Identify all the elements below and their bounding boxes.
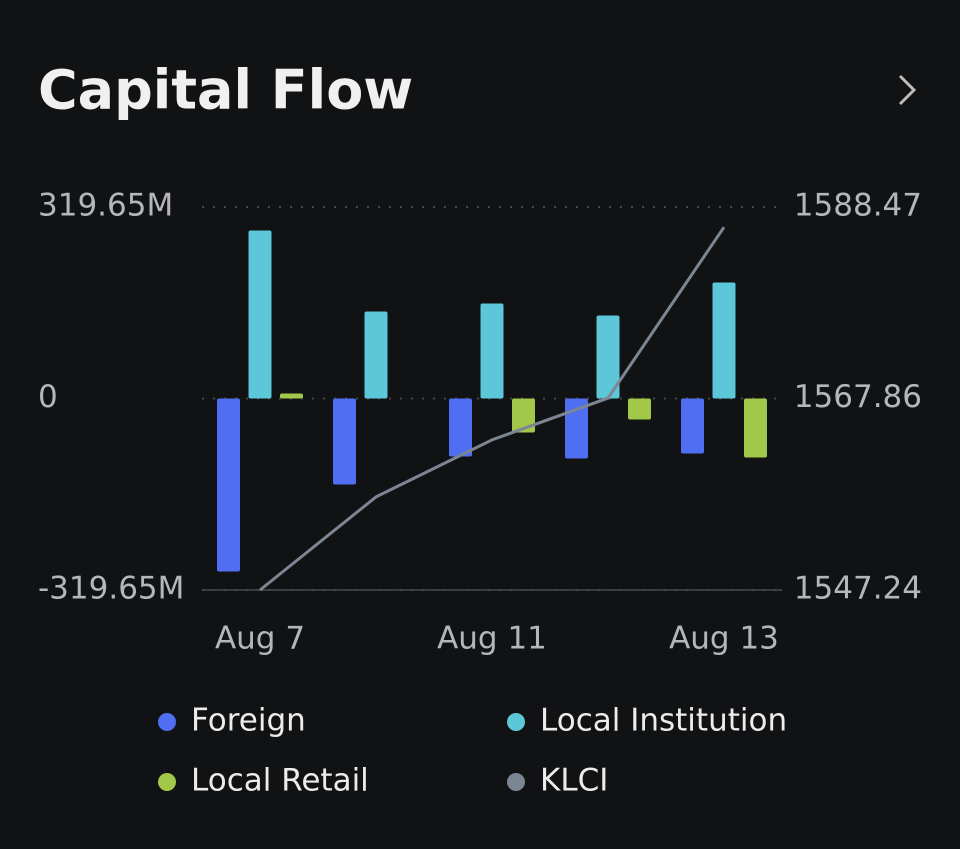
legend-marker [507, 713, 525, 731]
y-tick-label: 0 [38, 379, 58, 415]
bar [628, 398, 651, 420]
x-tick-label: Aug 7 [215, 621, 305, 657]
x-tick-label: Aug 11 [437, 621, 547, 657]
y2-tick-label: 1567.86 [794, 379, 922, 415]
bar [565, 398, 588, 459]
chart-title: Capital Flow [38, 59, 413, 122]
y2-tick-label: 1588.47 [794, 188, 922, 224]
y-tick-label: -319.65M [38, 571, 184, 607]
bar [364, 311, 388, 399]
bar [217, 398, 240, 572]
bar [712, 282, 736, 399]
bar [280, 393, 303, 399]
bar [681, 398, 704, 454]
bar [596, 315, 620, 399]
chevron[interactable] [898, 74, 917, 106]
legend-label: Local Retail [191, 763, 369, 799]
legend-label: Foreign [191, 703, 306, 739]
bar [449, 398, 472, 457]
legend-marker [158, 773, 176, 791]
legend-marker [158, 713, 176, 731]
bar [512, 398, 535, 433]
line [259, 226, 726, 592]
legend-label: Local Institution [540, 703, 787, 739]
bar [248, 230, 272, 399]
y2-tick-label: 1547.24 [794, 571, 922, 607]
bar [480, 303, 504, 399]
legend-marker [507, 773, 525, 791]
x-tick-label: Aug 13 [669, 621, 779, 657]
bar [744, 398, 767, 458]
y-tick-label: 319.65M [38, 188, 173, 224]
legend-label: KLCI [540, 763, 608, 799]
bar [333, 398, 356, 485]
